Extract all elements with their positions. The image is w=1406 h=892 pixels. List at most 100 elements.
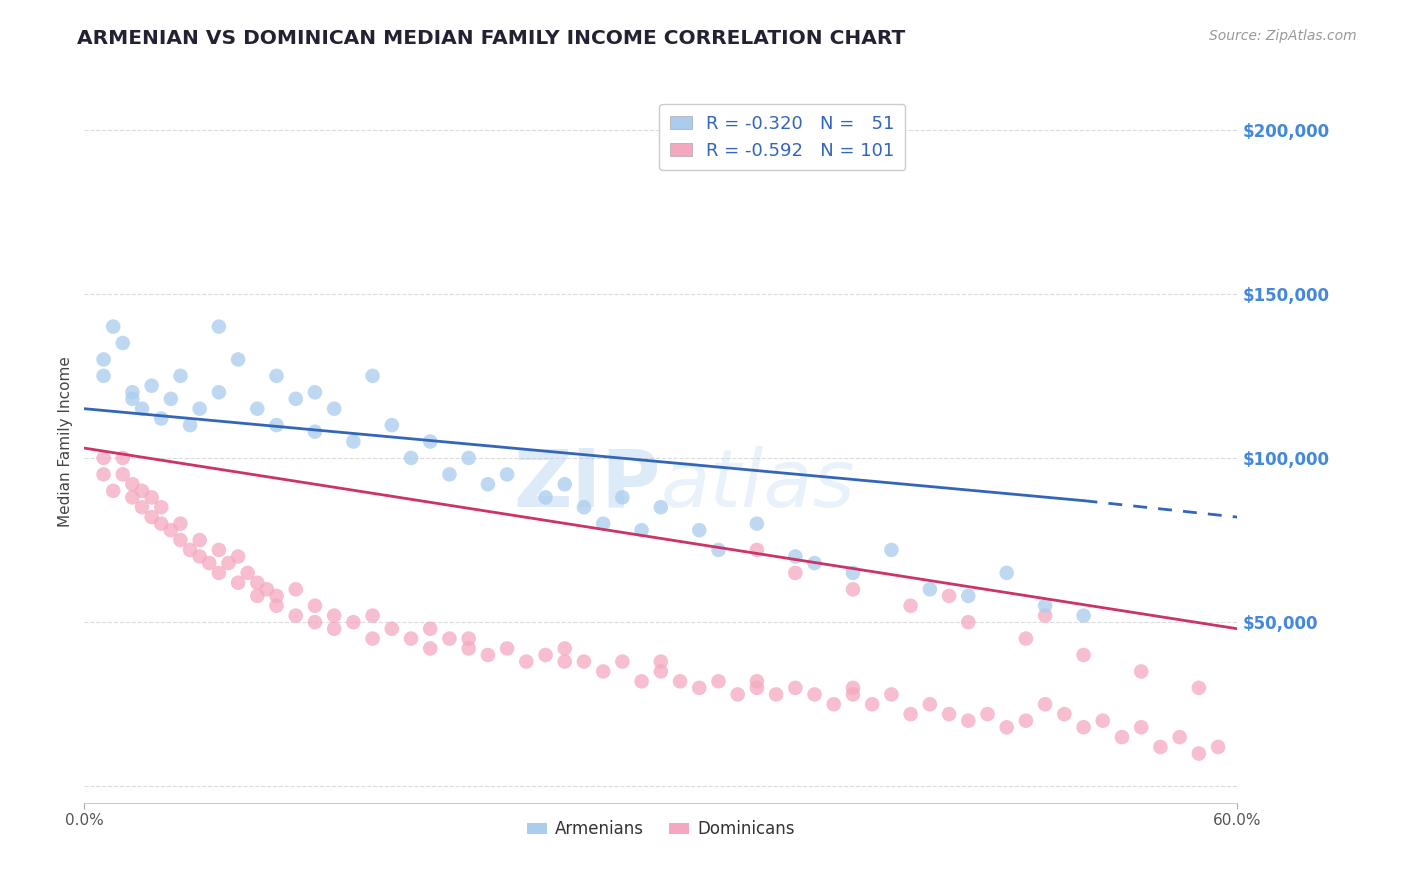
Point xyxy=(1015,714,1038,728)
Point xyxy=(284,608,307,623)
Point xyxy=(323,401,346,416)
Point xyxy=(419,641,441,656)
Point xyxy=(842,681,865,695)
Point xyxy=(342,615,364,630)
Point xyxy=(1130,665,1153,679)
Point xyxy=(1149,739,1171,754)
Point xyxy=(323,622,346,636)
Point xyxy=(918,582,941,597)
Point xyxy=(900,707,922,722)
Point xyxy=(169,516,191,531)
Point xyxy=(226,352,249,367)
Point xyxy=(534,491,557,505)
Point xyxy=(208,319,231,334)
Point xyxy=(727,687,749,701)
Point xyxy=(93,450,115,465)
Point xyxy=(457,632,479,646)
Point xyxy=(572,655,595,669)
Point xyxy=(111,467,134,482)
Point xyxy=(141,510,163,524)
Point xyxy=(1130,720,1153,734)
Point xyxy=(266,589,288,603)
Point xyxy=(111,336,134,351)
Point xyxy=(745,542,768,557)
Point xyxy=(918,698,941,712)
Point xyxy=(554,655,576,669)
Point xyxy=(304,385,326,400)
Point xyxy=(226,549,249,564)
Point xyxy=(534,648,557,662)
Point xyxy=(1188,747,1211,761)
Point xyxy=(612,491,634,505)
Point xyxy=(1015,632,1038,646)
Point xyxy=(669,674,692,689)
Point xyxy=(842,582,865,597)
Point xyxy=(745,516,768,531)
Point xyxy=(1033,599,1056,613)
Point xyxy=(1091,714,1114,728)
Point xyxy=(160,523,183,537)
Point xyxy=(900,599,922,613)
Point xyxy=(688,523,710,537)
Point xyxy=(1073,648,1095,662)
Point xyxy=(342,434,364,449)
Point xyxy=(995,720,1018,734)
Point xyxy=(179,418,201,433)
Point xyxy=(880,542,903,557)
Point xyxy=(266,368,288,383)
Point xyxy=(957,615,980,630)
Point xyxy=(121,385,143,400)
Point xyxy=(592,665,614,679)
Point xyxy=(842,566,865,580)
Point xyxy=(103,483,124,498)
Point xyxy=(745,674,768,689)
Point xyxy=(785,681,807,695)
Point xyxy=(842,687,865,701)
Text: atlas: atlas xyxy=(661,446,856,524)
Point xyxy=(256,582,278,597)
Point xyxy=(381,622,404,636)
Point xyxy=(169,533,191,547)
Point xyxy=(266,418,288,433)
Point xyxy=(439,467,461,482)
Point xyxy=(823,698,845,712)
Point xyxy=(246,401,269,416)
Point xyxy=(630,523,652,537)
Point xyxy=(218,556,240,570)
Point xyxy=(439,632,461,646)
Point xyxy=(198,556,221,570)
Point xyxy=(266,599,288,613)
Point xyxy=(1073,720,1095,734)
Point xyxy=(226,575,249,590)
Point xyxy=(131,500,153,515)
Point xyxy=(554,477,576,491)
Point xyxy=(304,615,326,630)
Point xyxy=(496,467,519,482)
Point xyxy=(957,714,980,728)
Point xyxy=(1033,698,1056,712)
Point xyxy=(976,707,998,722)
Point xyxy=(1206,739,1229,754)
Text: Source: ZipAtlas.com: Source: ZipAtlas.com xyxy=(1209,29,1357,43)
Point xyxy=(131,401,153,416)
Point xyxy=(111,450,134,465)
Text: ZIP: ZIP xyxy=(513,446,661,524)
Point xyxy=(477,648,499,662)
Point xyxy=(188,401,211,416)
Point xyxy=(150,516,173,531)
Point xyxy=(1033,608,1056,623)
Point xyxy=(457,641,479,656)
Point xyxy=(150,500,173,515)
Point xyxy=(121,392,143,406)
Point xyxy=(103,319,124,334)
Point xyxy=(208,542,231,557)
Point xyxy=(323,608,346,623)
Point xyxy=(399,632,422,646)
Point xyxy=(361,632,384,646)
Point xyxy=(477,477,499,491)
Point xyxy=(141,491,163,505)
Point xyxy=(554,641,576,656)
Point xyxy=(650,665,672,679)
Point xyxy=(284,582,307,597)
Point xyxy=(572,500,595,515)
